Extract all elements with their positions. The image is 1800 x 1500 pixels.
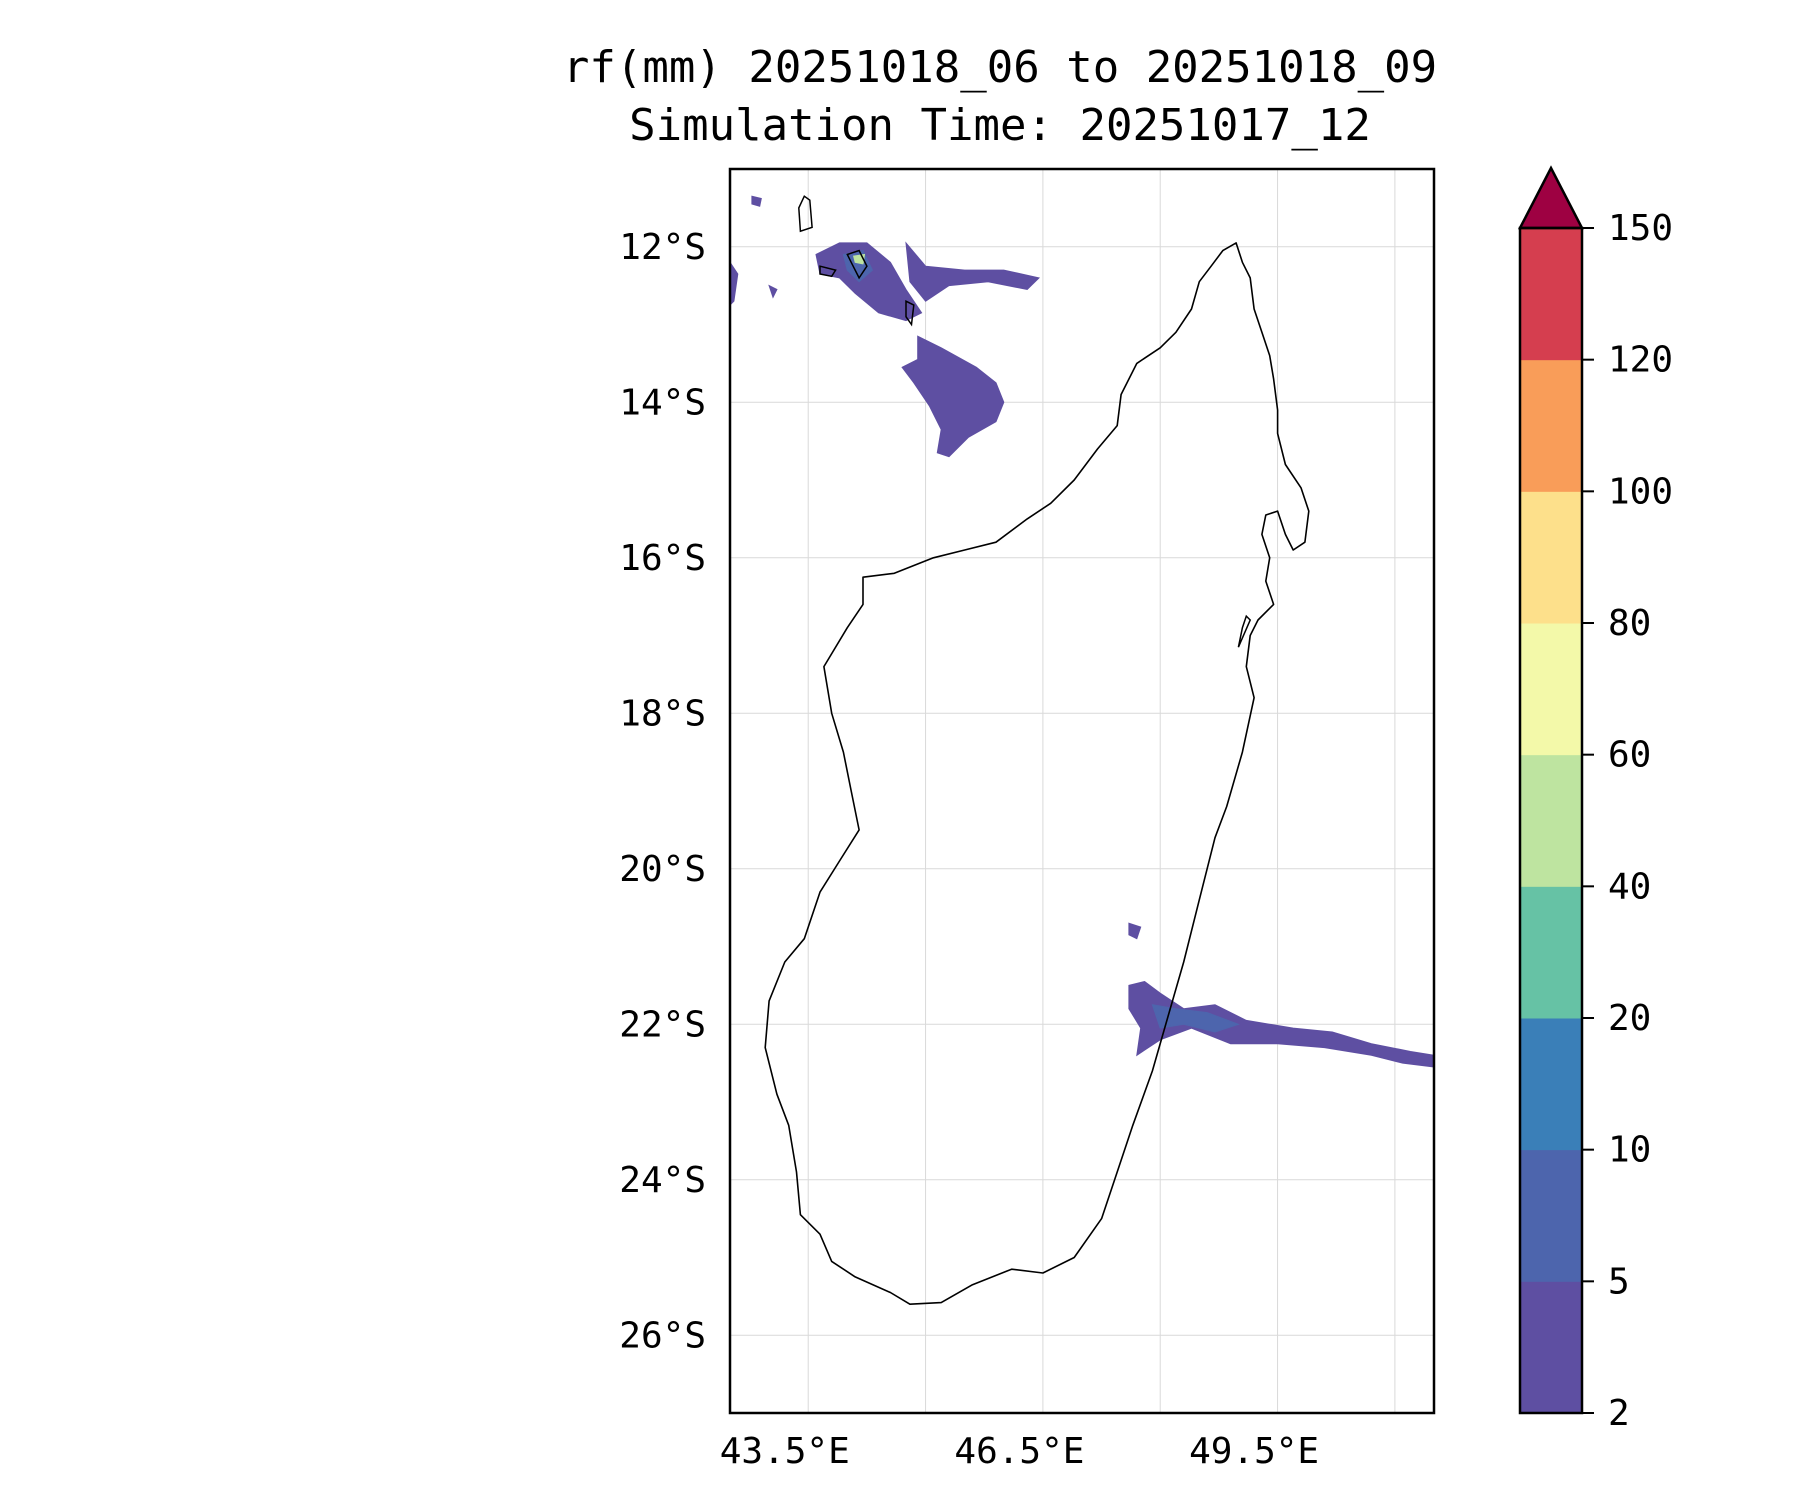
island-coastline <box>1237 614 1252 648</box>
colorbar-tick-label: 80 <box>1608 603 1651 644</box>
island-coastline <box>905 299 915 327</box>
lat-tick-label: 16°S <box>619 538 706 579</box>
latitude-ticks: 12°S 14°S 16°S 18°S 20°S 22°S 24°S 26°S <box>619 227 706 1357</box>
colorbar-segment <box>1520 886 1582 1019</box>
colorbar-segment <box>1520 1281 1582 1414</box>
island-coastline <box>798 195 813 233</box>
colorbar-tick-label: 100 <box>1608 471 1673 512</box>
map-title: rf(mm) 20251018_06 to 20251018_09 <box>562 42 1438 93</box>
island-coastline <box>819 265 837 278</box>
colorbar-tick-label: 10 <box>1608 1130 1651 1171</box>
rainfall-area <box>901 335 1005 458</box>
lat-tick-label: 12°S <box>619 227 706 268</box>
island-coastline <box>846 249 868 280</box>
rainfall-area <box>1128 922 1142 940</box>
colorbar-segment <box>1520 623 1582 756</box>
colorbar-segment <box>1520 228 1582 361</box>
rainfall-area <box>768 284 778 299</box>
colorbar-segment <box>1520 359 1582 492</box>
rainfall-area <box>1128 980 1434 1068</box>
map-frame <box>728 167 1436 1415</box>
madagascar-coastline <box>764 242 1310 1305</box>
lon-tick-label: 46.5°E <box>954 1431 1084 1472</box>
lat-tick-label: 20°S <box>619 849 706 890</box>
lat-tick-label: 18°S <box>619 693 706 734</box>
rainfall-area <box>815 242 923 322</box>
colorbar-frame <box>1518 226 1584 1415</box>
rainfall-contours <box>730 195 1434 1068</box>
colorbar-tick-label: 5 <box>1608 1261 1630 1302</box>
colorbar-segment <box>1520 1149 1582 1282</box>
colorbar-tick-label: 120 <box>1608 340 1673 381</box>
colorbar-segment <box>1520 1018 1582 1151</box>
graticule-gridlines <box>730 169 1434 1413</box>
map-background <box>730 169 1434 1413</box>
lon-tick-label: 49.5°E <box>1189 1431 1319 1472</box>
map-subtitle: Simulation Time: 20251017_12 <box>629 100 1371 151</box>
lat-tick-label: 22°S <box>619 1004 706 1045</box>
colorbar-tick-label: 40 <box>1608 866 1651 907</box>
lat-tick-label: 26°S <box>619 1315 706 1356</box>
lat-tick-label: 14°S <box>619 382 706 423</box>
colorbar-tick-label: 60 <box>1608 735 1651 776</box>
longitude-ticks: 43.5°E 46.5°E 49.5°E <box>720 1431 1319 1472</box>
rainfall-area <box>905 241 1041 302</box>
colorbar-segment <box>1520 491 1582 624</box>
lat-tick-label: 24°S <box>619 1160 706 1201</box>
colorbar-segment <box>1520 754 1582 887</box>
colorbar: 2 5 10 20 40 60 80 100 120 150 <box>1517 165 1673 1434</box>
colorbar-extend-arrow <box>1517 165 1585 230</box>
lon-tick-label: 43.5°E <box>720 1431 850 1472</box>
rainfall-area <box>751 195 762 207</box>
colorbar-tick-label: 20 <box>1608 998 1651 1039</box>
colorbar-tick-label: 150 <box>1608 208 1673 249</box>
coastline <box>764 195 1310 1305</box>
rainfall-area <box>730 261 739 306</box>
colorbar-tick-label: 2 <box>1608 1393 1630 1434</box>
